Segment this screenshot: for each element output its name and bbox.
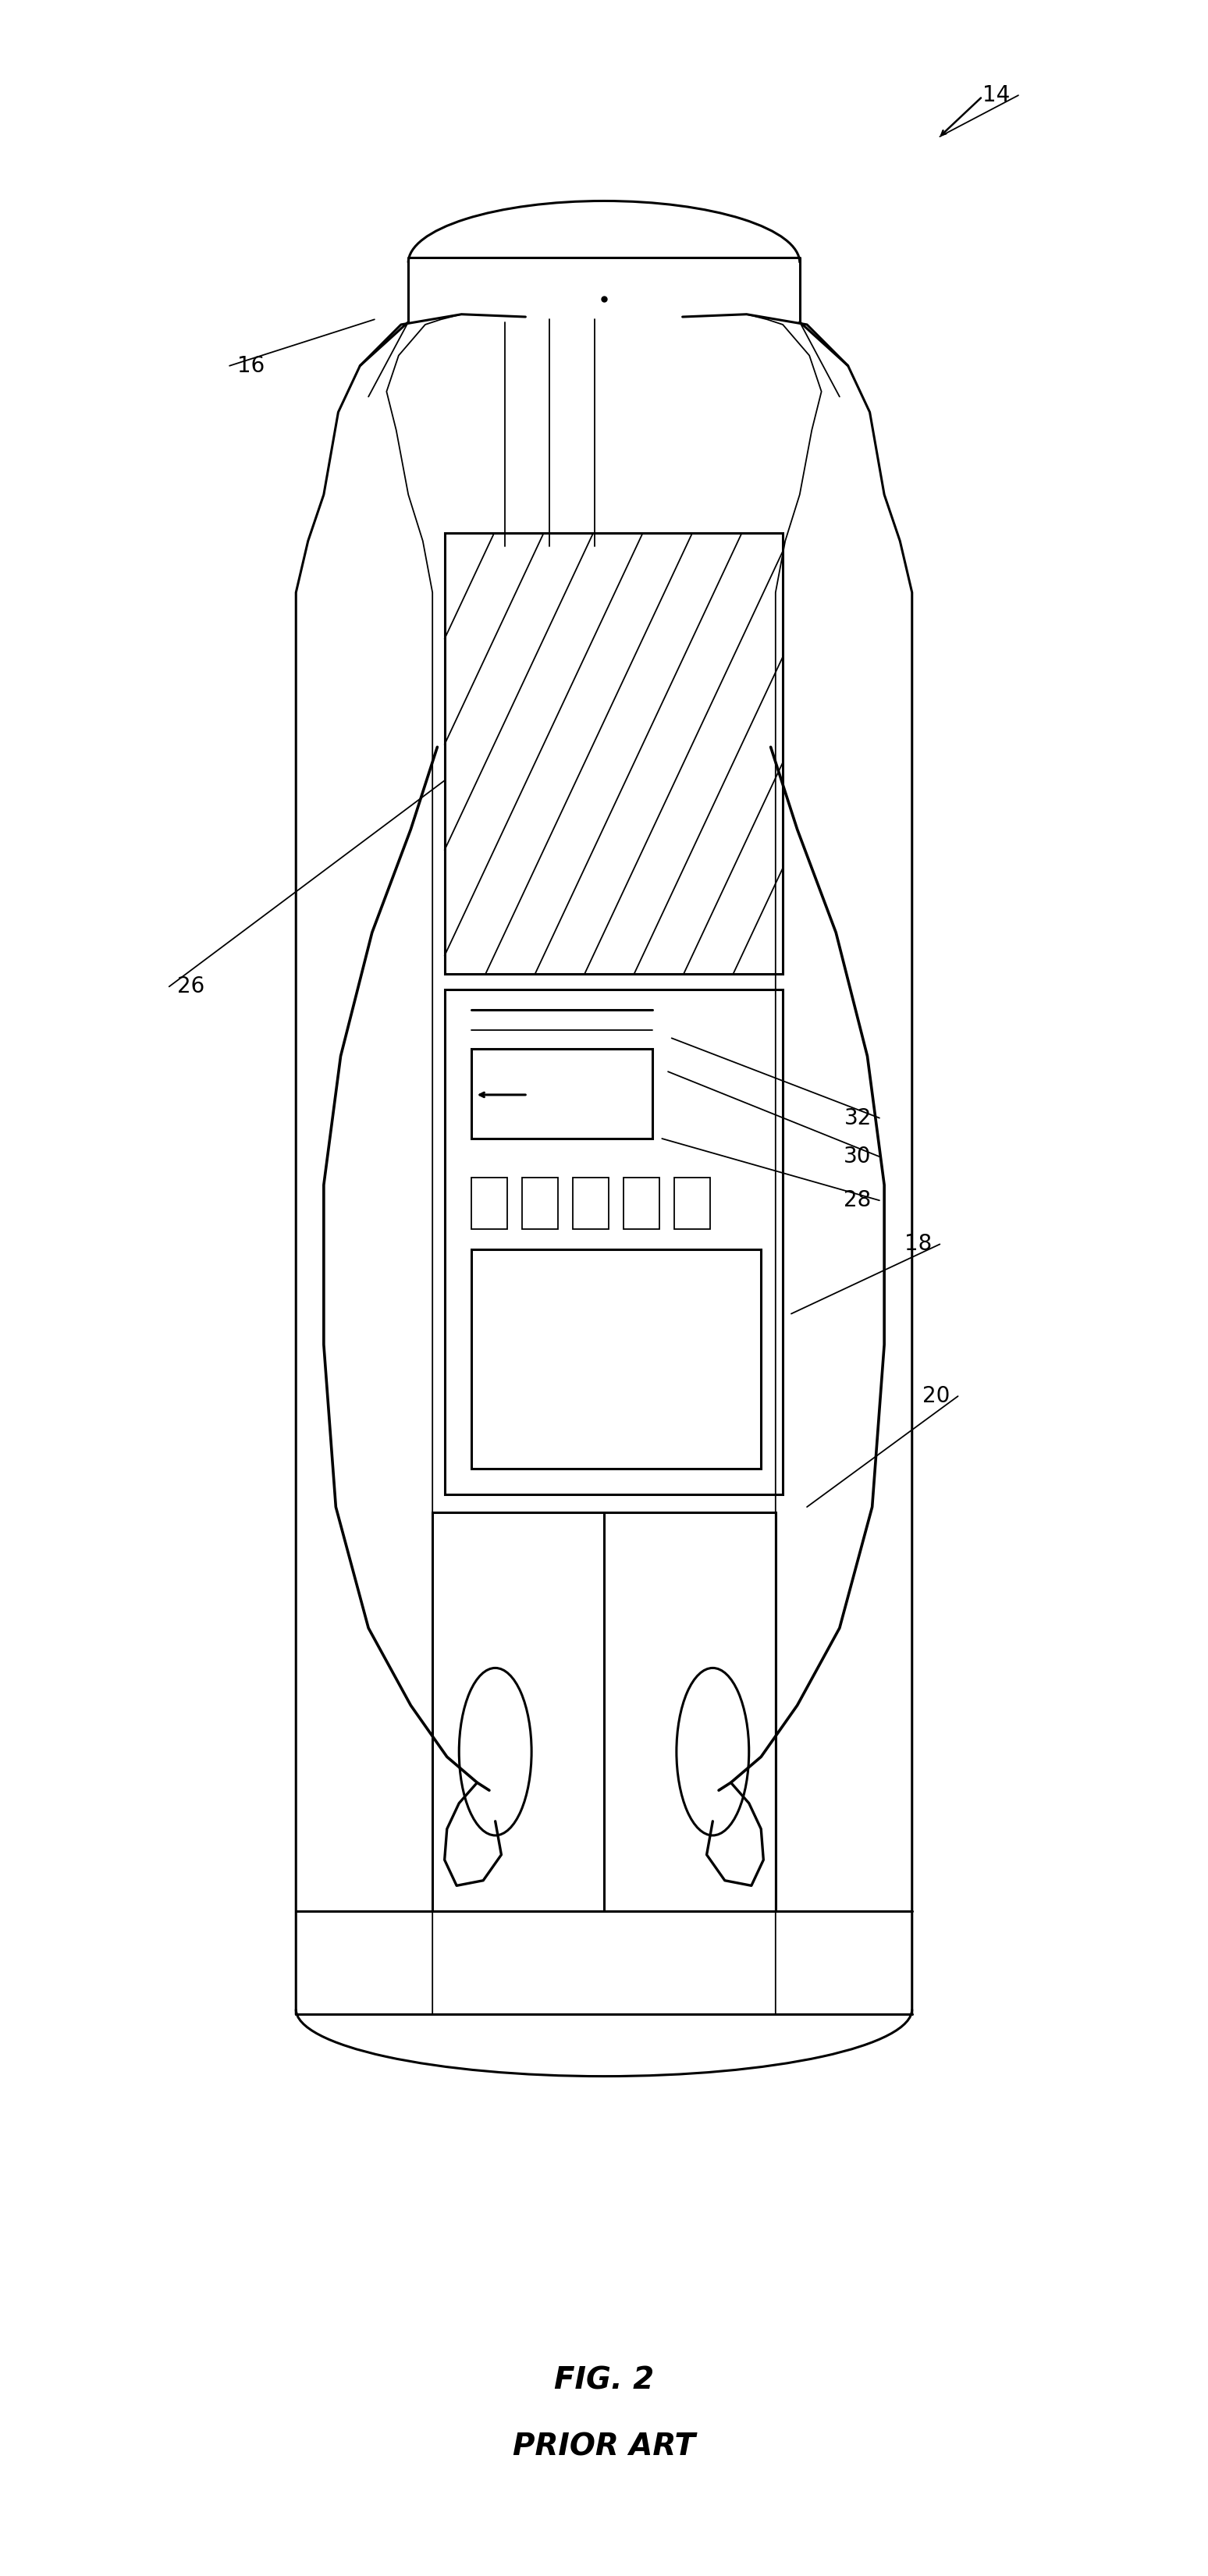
Text: FIG. 2: FIG. 2 xyxy=(554,2365,654,2396)
Bar xyxy=(471,1177,507,1229)
Text: 28: 28 xyxy=(844,1190,871,1211)
Bar xyxy=(623,1177,660,1229)
Bar xyxy=(471,1249,761,1468)
Text: 16: 16 xyxy=(238,355,265,376)
Bar xyxy=(432,1512,776,1911)
Text: 32: 32 xyxy=(844,1108,871,1128)
Bar xyxy=(471,1048,652,1139)
Text: 18: 18 xyxy=(905,1234,931,1255)
Text: PRIOR ART: PRIOR ART xyxy=(512,2432,696,2463)
Bar xyxy=(445,533,783,974)
Text: 30: 30 xyxy=(844,1146,871,1167)
Bar xyxy=(445,989,783,1494)
Text: 26: 26 xyxy=(178,976,204,997)
Text: 14: 14 xyxy=(983,85,1010,106)
Bar xyxy=(573,1177,609,1229)
Bar xyxy=(674,1177,710,1229)
Bar xyxy=(522,1177,558,1229)
Text: 20: 20 xyxy=(923,1386,949,1406)
